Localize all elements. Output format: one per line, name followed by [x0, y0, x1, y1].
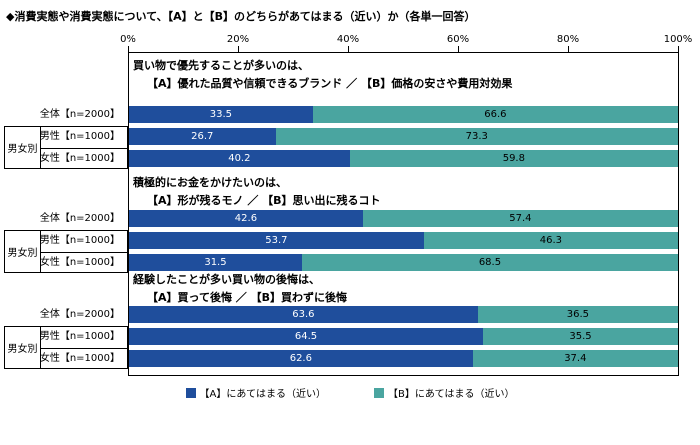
bar-segment-b: 46.3: [423, 232, 678, 249]
bar-value-b: 66.6: [484, 109, 507, 120]
bar-segment-a: 63.6: [129, 306, 478, 323]
bar-segment-b: 59.8: [349, 150, 678, 167]
axis-tick-label: 100%: [663, 34, 693, 45]
bar-segment-a: 62.6: [129, 350, 473, 367]
axis-tick: [128, 46, 129, 52]
question-line-2: 【A】優れた品質や信頼できるブランド ／ 【B】価格の安さや費用対効果: [147, 77, 513, 90]
bar-segment-b: 73.3: [275, 128, 678, 145]
row-label-total: 全体【n=2000】: [39, 309, 120, 320]
bar-value-a: 53.7: [265, 235, 288, 246]
gender-group-label: 男女別: [5, 127, 41, 168]
legend-item-a: 【A】にあてはまる（近い）: [185, 385, 326, 400]
axis-tick: [458, 46, 459, 52]
gender-group-box: 男女別: [4, 230, 128, 273]
bar-row: 31.5 68.5: [129, 254, 678, 271]
bar-row: 40.2 59.8: [129, 150, 678, 167]
axis-tick-label: 40%: [336, 34, 360, 45]
bar-segment-a: 31.5: [129, 254, 302, 271]
bar-value-b: 36.5: [566, 309, 590, 320]
bar-row: 63.6 36.5: [129, 306, 678, 323]
legend-item-b: 【B】にあてはまる（近い）: [373, 385, 515, 400]
bar-segment-b: 66.6: [312, 106, 678, 123]
gender-group-label: 男女別: [5, 231, 41, 272]
group-divider: [41, 147, 127, 149]
bar-value-a: 42.6: [234, 213, 258, 224]
legend-label-a: 【A】にあてはまる（近い）: [199, 389, 326, 400]
bar-segment-b: 68.5: [301, 254, 678, 271]
axis-tick-label: 0%: [120, 34, 136, 45]
bar-value-a: 26.7: [191, 131, 214, 142]
bar-segment-b: 37.4: [472, 350, 678, 367]
bar-value-a: 62.6: [289, 353, 312, 364]
question-line-1: 買い物で優先することが多いのは、: [133, 59, 309, 72]
question-line-1: 経験したことが多い買い物の後悔は、: [133, 273, 320, 286]
bar-segment-a: 42.6: [129, 210, 363, 227]
legend: 【A】にあてはまる（近い） 【B】にあてはまる（近い）: [0, 385, 700, 400]
question-line-2: 【A】形が残るモノ ／ 【B】思い出に残るコト: [147, 194, 381, 207]
plot-area: [128, 52, 679, 376]
bar-row: 53.7 46.3: [129, 232, 678, 249]
bar-row: 26.7 73.3: [129, 128, 678, 145]
axis-tick: [568, 46, 569, 52]
axis-tick: [238, 46, 239, 52]
bar-value-a: 31.5: [204, 257, 227, 268]
bar-segment-b: 57.4: [362, 210, 678, 227]
gender-group-box: 男女別: [4, 326, 128, 369]
group-divider: [41, 347, 127, 349]
row-label-total: 全体【n=2000】: [39, 213, 120, 224]
bar-value-b: 57.4: [509, 213, 532, 224]
legend-swatch-a-icon: [185, 387, 196, 398]
bar-row: 33.5 66.6: [129, 106, 678, 123]
question-line-1: 積極的にお金をかけたいのは、: [133, 176, 287, 189]
axis-tick: [678, 46, 679, 52]
bar-segment-a: 40.2: [129, 150, 350, 167]
question-line-2: 【A】買って後悔 ／ 【B】買わずに後悔: [147, 291, 348, 304]
axis-tick-label: 60%: [446, 34, 470, 45]
row-label-total: 全体【n=2000】: [39, 109, 120, 120]
bar-segment-a: 64.5: [129, 328, 484, 345]
gender-group-label: 男女別: [5, 327, 41, 368]
gender-group-box: 男女別: [4, 126, 128, 169]
row-label-female: 女性【n=1000】: [39, 353, 120, 364]
bar-segment-a: 26.7: [129, 128, 276, 145]
bar-value-b: 46.3: [539, 235, 563, 246]
row-label-male: 男性【n=1000】: [39, 331, 120, 342]
row-label-female: 女性【n=1000】: [39, 257, 120, 268]
bar-value-a: 33.5: [209, 109, 232, 120]
bar-value-b: 59.8: [502, 153, 525, 164]
bar-segment-b: 36.5: [477, 306, 678, 323]
row-label-female: 女性【n=1000】: [39, 153, 120, 164]
row-label-male: 男性【n=1000】: [39, 131, 120, 142]
row-label-male: 男性【n=1000】: [39, 235, 120, 246]
bar-value-a: 63.6: [292, 309, 315, 320]
group-divider: [41, 251, 127, 253]
bar-value-b: 37.4: [564, 353, 587, 364]
bar-segment-b: 35.5: [483, 328, 678, 345]
bar-value-b: 73.3: [465, 131, 488, 142]
bar-value-b: 35.5: [569, 331, 592, 342]
legend-swatch-b-icon: [373, 387, 384, 398]
axis-tick-label: 20%: [226, 34, 250, 45]
bar-value-a: 64.5: [294, 331, 318, 342]
bar-value-b: 68.5: [478, 257, 502, 268]
bar-row: 64.5 35.5: [129, 328, 678, 345]
bar-segment-a: 53.7: [129, 232, 424, 249]
bar-value-a: 40.2: [228, 153, 251, 164]
axis-tick: [348, 46, 349, 52]
bar-segment-a: 33.5: [129, 106, 313, 123]
chart-title: ◆消費実態や消費実態について、【A】と【B】のどちらがあてはまる（近い）か（各単…: [6, 10, 476, 23]
bar-row: 42.6 57.4: [129, 210, 678, 227]
axis-tick-label: 80%: [556, 34, 580, 45]
legend-label-b: 【B】にあてはまる（近い）: [387, 389, 515, 400]
bar-row: 62.6 37.4: [129, 350, 678, 367]
